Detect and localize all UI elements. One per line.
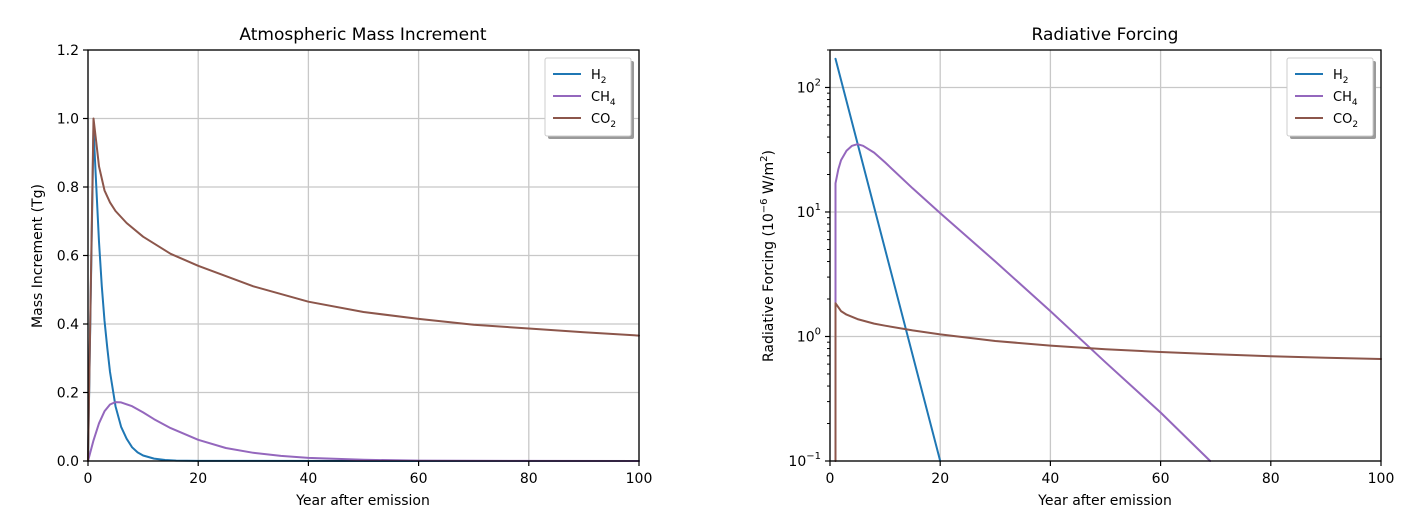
- chart-title: Radiative Forcing: [1032, 25, 1179, 45]
- y-tick-labels: 0.0 0.2 0.4 0.6 0.8 1.0 1.2: [57, 43, 88, 470]
- y-axis-label-exponent: −6: [759, 199, 770, 214]
- x-tick-label: 0: [826, 471, 835, 487]
- x-tick-label: 60: [410, 471, 428, 487]
- y-tick-label: 1.2: [57, 43, 79, 59]
- x-tick-label: 100: [1368, 471, 1395, 487]
- radiative-forcing-chart: Radiative Forcing 0 20 40 60 80 100 10−110010…: [759, 25, 1394, 509]
- y-axis-label-unit-exponent: 2: [759, 155, 770, 161]
- legend-entry: CO2: [1333, 112, 1358, 130]
- legend-entry: CO2: [591, 112, 616, 130]
- x-tick-label: 40: [1041, 471, 1059, 487]
- legend-entry: H2: [1333, 68, 1349, 86]
- y-tick-label: 102: [797, 77, 821, 96]
- x-tick-labels: 0 20 40 60 80 100: [84, 461, 653, 487]
- x-tick-label: 0: [84, 471, 93, 487]
- plot-frame: [829, 49, 1382, 462]
- y-tick-label: 10−1: [788, 451, 821, 470]
- legend-box: [544, 57, 632, 137]
- y-tick-label: 1.0: [57, 112, 79, 128]
- x-axis-label: Year after emission: [1037, 493, 1172, 509]
- y-axis-label-unit: W/m: [761, 162, 777, 199]
- y-axis-label-part: Radiative Forcing (10: [761, 213, 777, 362]
- y-tick-label: 101: [797, 202, 821, 221]
- y-tick-label: 0.2: [57, 386, 79, 402]
- x-axis-label: Year after emission: [295, 493, 430, 509]
- y-tick-label: 0.4: [57, 317, 79, 333]
- x-tick-label: 80: [520, 471, 538, 487]
- series-line-h2: [87, 127, 640, 462]
- series-line-ch4: [834, 143, 1212, 462]
- y-tick-label: 0.8: [57, 180, 79, 196]
- legend-entry: CH4: [591, 90, 616, 108]
- series-line-co2: [87, 117, 640, 462]
- y-tick-label: 100: [797, 326, 821, 345]
- legend-entry: H2: [591, 68, 607, 86]
- x-tick-label: 40: [299, 471, 317, 487]
- x-tick-labels: 0 20 40 60 80 100: [826, 461, 1395, 487]
- y-tick-labels: 10−1 100 101 102: [788, 49, 830, 470]
- series-line-ch4: [87, 401, 640, 462]
- y-axis-label-close: ): [761, 150, 777, 155]
- legend: H2 CH4 CO2: [1286, 57, 1376, 139]
- series-line-h2: [834, 57, 942, 462]
- legend: H2 CH4 CO2: [544, 57, 634, 139]
- x-tick-label: 80: [1262, 471, 1280, 487]
- chart-title: Atmospheric Mass Increment: [239, 25, 487, 45]
- legend-box: [1286, 57, 1374, 137]
- y-tick-label: 0.0: [57, 454, 79, 470]
- y-tick-label: 0.6: [57, 249, 79, 265]
- y-axis-label: Radiative Forcing (10−6 W/m2): [759, 150, 777, 362]
- x-tick-label: 20: [189, 471, 207, 487]
- x-tick-label: 20: [931, 471, 949, 487]
- legend-entry: CH4: [1333, 90, 1358, 108]
- series-line-co2: [834, 302, 1382, 462]
- series-lines: [834, 57, 1382, 462]
- series-lines: [87, 117, 640, 462]
- mass-increment-chart: Atmospheric Mass Increment 0 20 40 60 80 100 …: [30, 25, 652, 509]
- y-axis-label: Mass Increment (Tg): [30, 184, 46, 328]
- x-tick-label: 100: [626, 471, 653, 487]
- x-tick-label: 60: [1152, 471, 1170, 487]
